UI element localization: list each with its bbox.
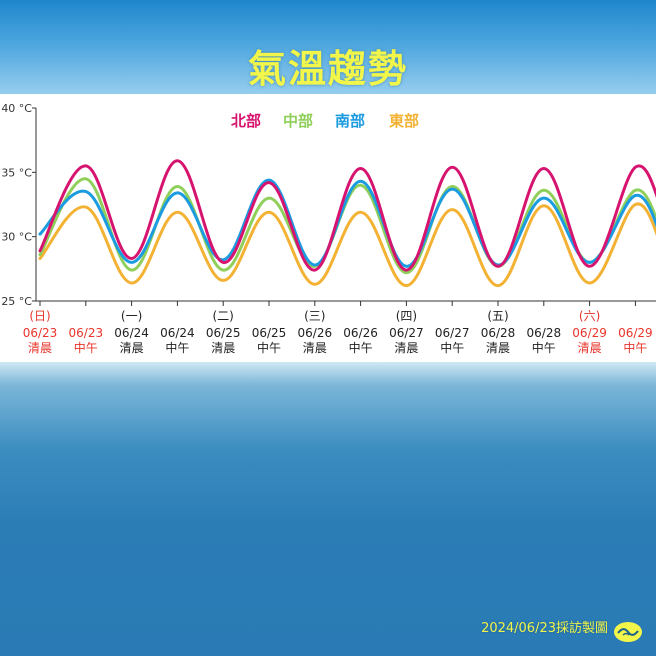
x-tick-label-date: 06/28 xyxy=(481,326,516,340)
x-tick-label-period: 中午 xyxy=(257,340,281,355)
series-line-2 xyxy=(38,178,656,268)
x-tick-label-date: 06/28 xyxy=(527,326,562,340)
x-tick-label-date: 06/23 xyxy=(69,326,104,340)
x-tick-label-period: 清晨 xyxy=(486,341,510,355)
y-tick-label: 25 °C xyxy=(1,295,32,308)
x-tick-label-period: 清晨 xyxy=(303,341,327,355)
page-title: 氣溫趨勢 xyxy=(247,47,408,91)
y-tick-label: 40 °C xyxy=(1,102,32,115)
series-line-0 xyxy=(38,159,656,272)
footer-credit: 2024/06/23採訪製圖 xyxy=(481,621,608,636)
x-tick-label-period: 中午 xyxy=(623,340,647,355)
x-tick-label-day: (六) xyxy=(579,309,600,323)
x-tick-label-period: 清晨 xyxy=(28,341,52,355)
sea-background xyxy=(0,362,656,656)
series-line-3 xyxy=(38,202,656,288)
x-tick-label-day: (三) xyxy=(304,309,325,323)
x-tick-label-period: 中午 xyxy=(165,340,189,355)
x-tick-label-period: 中午 xyxy=(349,340,373,355)
x-tick-label-date: 06/27 xyxy=(435,326,470,340)
legend-entry: 中部 xyxy=(283,112,313,130)
x-tick-label-period: 清晨 xyxy=(394,341,418,355)
x-tick-label-day: (日) xyxy=(29,309,50,323)
legend-entry: 東部 xyxy=(389,112,419,130)
legend-entry: 南部 xyxy=(335,112,365,130)
x-tick-label-period: 中午 xyxy=(440,340,464,355)
x-tick-label-date: 06/25 xyxy=(206,326,241,340)
x-tick-label-date: 06/26 xyxy=(343,326,378,340)
x-tick-label-date: 06/24 xyxy=(160,326,195,340)
x-tick-label-date: 06/27 xyxy=(389,326,424,340)
x-tick-label-date: 06/23 xyxy=(23,326,58,340)
x-tick-label-period: 清晨 xyxy=(578,341,602,355)
x-tick-label-day: (四) xyxy=(396,309,417,323)
x-tick-label-date: 06/25 xyxy=(252,326,287,340)
x-tick-label-period: 清晨 xyxy=(211,341,235,355)
x-tick-label-date: 06/26 xyxy=(298,326,333,340)
x-tick-label-period: 中午 xyxy=(74,340,98,355)
x-tick-label-period: 中午 xyxy=(532,340,556,355)
x-tick-label-period: 清晨 xyxy=(120,341,144,355)
x-tick-label-day: (五) xyxy=(487,309,508,323)
x-tick-label-day: (一) xyxy=(121,309,142,323)
series-line-1 xyxy=(38,177,656,275)
x-tick-label-date: 06/29 xyxy=(618,326,653,340)
x-tick-label-date: 06/24 xyxy=(114,326,149,340)
y-tick-label: 35 °C xyxy=(1,166,32,179)
x-tick-label-date: 06/29 xyxy=(572,326,607,340)
y-tick-label: 30 °C xyxy=(1,231,32,244)
sky-background xyxy=(0,0,656,100)
wave-logo-icon xyxy=(614,622,642,642)
x-tick-label-day: (二) xyxy=(213,309,234,323)
legend-entry: 北部 xyxy=(231,112,261,130)
